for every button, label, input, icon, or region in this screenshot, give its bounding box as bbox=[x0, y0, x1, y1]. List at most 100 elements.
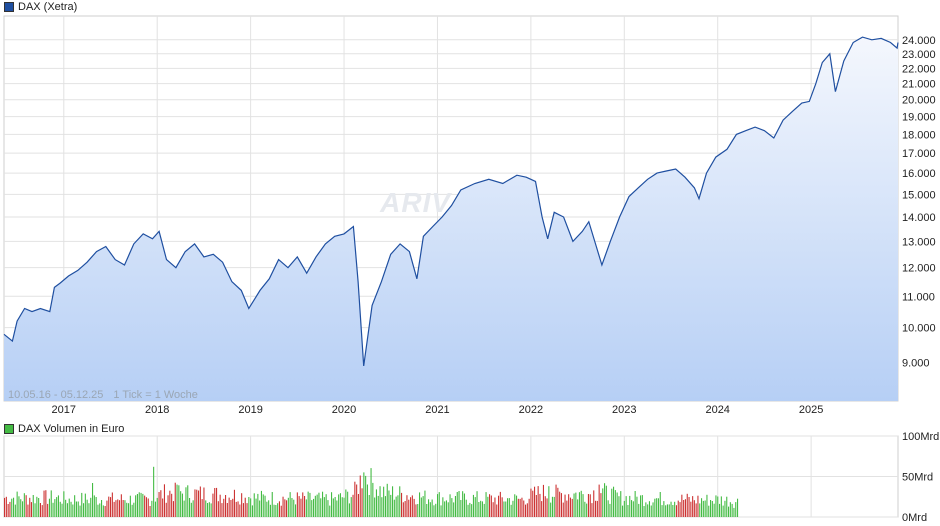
volume-bar bbox=[498, 495, 500, 517]
volume-bar bbox=[140, 492, 142, 517]
volume-bar bbox=[474, 497, 476, 517]
volume-bar bbox=[719, 503, 721, 517]
volume-bar bbox=[442, 497, 444, 517]
volume-bar bbox=[654, 498, 656, 517]
volume-bar bbox=[548, 486, 550, 517]
volume-bar bbox=[302, 492, 304, 517]
price-y-tick-label: 17.000 bbox=[902, 148, 936, 160]
volume-bar bbox=[399, 486, 401, 517]
volume-bar bbox=[259, 500, 261, 517]
volume-bar bbox=[239, 504, 241, 517]
volume-bar bbox=[530, 488, 532, 517]
volume-bar bbox=[393, 499, 395, 517]
volume-bar bbox=[329, 505, 331, 517]
volume-bar bbox=[413, 498, 415, 517]
volume-bar bbox=[133, 502, 135, 517]
volume-bar bbox=[108, 496, 110, 517]
volume-bar bbox=[551, 496, 553, 517]
volume-bar bbox=[731, 503, 733, 517]
volume-bar bbox=[465, 499, 467, 517]
volume-bar bbox=[568, 494, 570, 517]
volume-bar bbox=[681, 494, 683, 517]
volume-bar bbox=[463, 493, 465, 517]
volume-bar bbox=[5, 496, 7, 517]
volume-bar bbox=[79, 505, 81, 517]
volume-bar bbox=[251, 505, 253, 517]
volume-bar bbox=[451, 498, 453, 517]
volume-bar bbox=[217, 501, 219, 517]
volume-bar bbox=[410, 497, 412, 517]
volume-bar bbox=[314, 495, 316, 517]
volume-bar bbox=[693, 500, 695, 517]
volume-bar bbox=[467, 504, 469, 517]
price-line bbox=[3, 36, 899, 366]
volume-legend: DAX Volumen in Euro bbox=[4, 422, 124, 436]
price-y-tick-label: 23.000 bbox=[902, 49, 936, 61]
volume-bar bbox=[462, 491, 464, 517]
volume-grid bbox=[3, 435, 899, 518]
volume-bar bbox=[453, 502, 455, 517]
volume-bar bbox=[135, 495, 137, 517]
volume-bar bbox=[244, 497, 246, 517]
volume-bar bbox=[54, 499, 56, 517]
volume-bar bbox=[598, 484, 600, 517]
volume-bar bbox=[180, 491, 182, 517]
volume-bar bbox=[711, 501, 713, 517]
volume-bar bbox=[661, 505, 663, 517]
volume-bar bbox=[286, 500, 288, 517]
volume-bar bbox=[30, 502, 32, 517]
volume-bar bbox=[447, 502, 449, 517]
volume-bar bbox=[370, 468, 372, 517]
price-legend-label: DAX (Xetra) bbox=[18, 1, 78, 13]
volume-bar bbox=[476, 491, 478, 517]
volume-bar bbox=[657, 498, 659, 517]
volume-bar bbox=[683, 500, 685, 517]
volume-bar bbox=[438, 492, 440, 517]
volume-bar bbox=[347, 491, 349, 517]
volume-legend-label: DAX Volumen in Euro bbox=[18, 423, 125, 435]
volume-bar bbox=[266, 501, 268, 517]
volume-bar bbox=[737, 498, 739, 517]
volume-bar bbox=[445, 500, 447, 517]
volume-bar bbox=[444, 501, 446, 517]
volume-bar bbox=[426, 504, 428, 517]
x-tick-label: 2024 bbox=[705, 404, 729, 416]
volume-bar bbox=[48, 498, 50, 517]
price-y-tick-label: 21.000 bbox=[902, 79, 936, 91]
volume-bar bbox=[192, 500, 194, 517]
volume-bar bbox=[313, 498, 315, 517]
volume-bar bbox=[119, 500, 121, 517]
volume-bar bbox=[151, 500, 153, 517]
volume-bar bbox=[478, 502, 480, 517]
volume-bar bbox=[604, 483, 606, 517]
volume-bar bbox=[523, 500, 525, 517]
volume-bar bbox=[553, 496, 555, 517]
price-y-tick-label: 13.000 bbox=[902, 236, 936, 248]
price-y-tick-label: 16.000 bbox=[902, 168, 936, 180]
volume-bar bbox=[582, 494, 584, 517]
volume-bar bbox=[225, 495, 227, 517]
price-legend-swatch bbox=[4, 2, 14, 12]
volume-bar bbox=[153, 466, 155, 517]
volume-bar bbox=[183, 500, 185, 517]
volume-bar bbox=[489, 494, 491, 517]
volume-bar bbox=[514, 494, 516, 517]
price-y-tick-label: 11.000 bbox=[902, 291, 935, 303]
volume-bar bbox=[72, 504, 74, 517]
volume-bar bbox=[525, 504, 527, 517]
volume-bar bbox=[623, 500, 625, 517]
volume-bar bbox=[271, 492, 273, 517]
volume-bar bbox=[616, 492, 618, 517]
volume-bar bbox=[147, 498, 149, 517]
volume-bar bbox=[97, 504, 99, 517]
volume-bar bbox=[665, 505, 667, 517]
volume-bar bbox=[454, 496, 456, 517]
price-y-tick-label: 19.000 bbox=[902, 112, 936, 124]
price-y-tick-label: 18.000 bbox=[902, 129, 936, 141]
volume-bar bbox=[372, 482, 374, 517]
volume-bar bbox=[169, 490, 171, 517]
volume-bar bbox=[600, 493, 602, 517]
volume-bar bbox=[350, 497, 352, 517]
x-axis: 2017 2018 2019 2020 2021 2022 2023 2024 2025 bbox=[52, 404, 824, 416]
